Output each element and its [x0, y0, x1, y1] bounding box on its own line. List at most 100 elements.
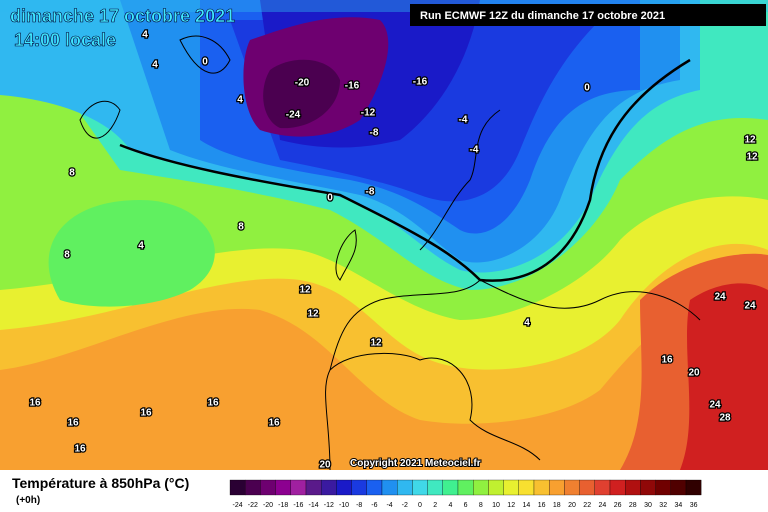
contour-label: 20: [319, 460, 331, 471]
scale-label: 34: [675, 502, 683, 509]
run-banner: [410, 4, 766, 26]
map-time: 14:00 locale: [14, 30, 116, 50]
scale-label: -24: [233, 502, 243, 509]
scale-swatch: [305, 479, 322, 496]
scale-swatch: [442, 479, 459, 496]
contour-label: 0: [584, 83, 590, 94]
scale-label: 10: [492, 502, 500, 509]
scale-swatch: [625, 479, 641, 496]
contour-label: 0: [202, 57, 208, 68]
scale-swatch: [290, 479, 307, 496]
lead-time: (+0h): [16, 495, 40, 506]
scale-swatch: [351, 479, 367, 496]
scale-label: 0: [418, 502, 422, 509]
contour-label: 16: [29, 398, 41, 409]
contour-label: 12: [299, 285, 311, 296]
contour-label: 20: [688, 368, 700, 379]
scale-swatch: [503, 479, 519, 496]
contour-label: 12: [744, 135, 756, 146]
scale-label: 14: [523, 502, 531, 509]
legend-title: Température à 850hPa (°C): [12, 475, 189, 491]
contour-label: 8: [238, 222, 244, 233]
color-scale: -24 -22 -20 -18 -16 -14 -12 -10 -8 -6 -4 -2 0 2 4 6 8 10 1…: [229, 479, 702, 509]
contour-label: -12: [361, 108, 376, 119]
scale-label: 30: [644, 502, 652, 509]
scale-swatch: [366, 479, 383, 496]
scale-label: -6: [371, 502, 377, 509]
scale-label: -10: [339, 502, 349, 509]
contour-label: -16: [345, 81, 360, 92]
scale-swatch: [397, 479, 413, 496]
scale-swatch: [412, 479, 428, 496]
contour-label: 16: [140, 408, 152, 419]
contour-label: 24: [714, 292, 726, 303]
contour-label: 0: [327, 193, 333, 204]
scale-label: -22: [248, 502, 258, 509]
scale-swatch: [245, 479, 261, 496]
scale-label: 6: [464, 502, 468, 509]
scale-label: -12: [324, 502, 334, 509]
scale-label: 28: [629, 502, 637, 509]
scale-swatch: [564, 479, 580, 496]
scale-swatch: [655, 479, 671, 496]
scale-swatch: [260, 479, 276, 496]
copyright: Copyright 2021 Meteociel.fr: [350, 458, 481, 469]
scale-swatch: [229, 479, 246, 496]
contour-label: 16: [268, 418, 280, 429]
contour-label: 4: [524, 318, 530, 329]
scale-label: 16: [538, 502, 546, 509]
contour-label: -8: [370, 128, 379, 139]
contour-label: -8: [366, 187, 375, 198]
scale-swatch: [594, 479, 611, 496]
scale-swatch: [321, 479, 337, 496]
contour-label: -24: [286, 110, 301, 121]
contour-labels: 4 4 0 4 -20 -16 -16 -24 -12 -8 -4 -4 0 8 0 -8 4 8 8 12 12 12 1…: [28, 28, 759, 472]
scale-swatch: [518, 479, 535, 496]
contour-label: -4: [459, 115, 468, 126]
contour-label: 16: [74, 444, 86, 455]
map-date: dimanche 17 octobre 2021: [10, 6, 235, 26]
scale-label: -14: [309, 502, 319, 509]
run-info: Run ECMWF 12Z du dimanche 17 octobre 202…: [420, 10, 665, 22]
scale-swatch: [670, 479, 687, 496]
scale-label: 18: [553, 502, 561, 509]
contour-label: 4: [138, 241, 144, 252]
contour-label: 16: [207, 398, 219, 409]
contour-label: 24: [709, 400, 721, 411]
contour-label: 4: [142, 30, 148, 41]
scale-swatch: [473, 479, 489, 496]
contour-label: 24: [744, 301, 756, 312]
scale-swatch: [457, 479, 474, 496]
contour-label: 12: [370, 338, 382, 349]
contour-label: 28: [719, 413, 731, 424]
scale-label: 32: [659, 502, 667, 509]
scale-label: 4: [448, 502, 452, 509]
scale-label: 26: [614, 502, 622, 509]
scale-swatch: [549, 479, 565, 496]
scale-label: -16: [293, 502, 303, 509]
scale-swatch: [381, 479, 398, 496]
isobar-front: [119, 58, 691, 282]
scale-swatch: [579, 479, 595, 496]
scale-swatch: [488, 479, 504, 496]
scale-swatch: [609, 479, 626, 496]
scale-swatch: [275, 479, 291, 496]
scale-label: 20: [568, 502, 576, 509]
contour-label: -20: [295, 78, 310, 89]
scale-label: 36: [690, 502, 698, 509]
scale-swatch: [685, 479, 702, 496]
contour-label: 8: [64, 250, 70, 261]
scale-label: 24: [599, 502, 607, 509]
scale-label: -20: [263, 502, 273, 509]
scale-label: -18: [278, 502, 288, 509]
scale-label: -8: [356, 502, 362, 509]
scale-label: 8: [479, 502, 483, 509]
contour-label: 8: [69, 168, 75, 179]
contour-label: 16: [67, 418, 79, 429]
contour-label: -16: [413, 77, 428, 88]
scale-label: 12: [507, 502, 515, 509]
contour-label: 12: [307, 309, 319, 320]
temperature-field: [0, 0, 768, 470]
contour-label: 16: [661, 355, 673, 366]
scale-label: -2: [402, 502, 408, 509]
